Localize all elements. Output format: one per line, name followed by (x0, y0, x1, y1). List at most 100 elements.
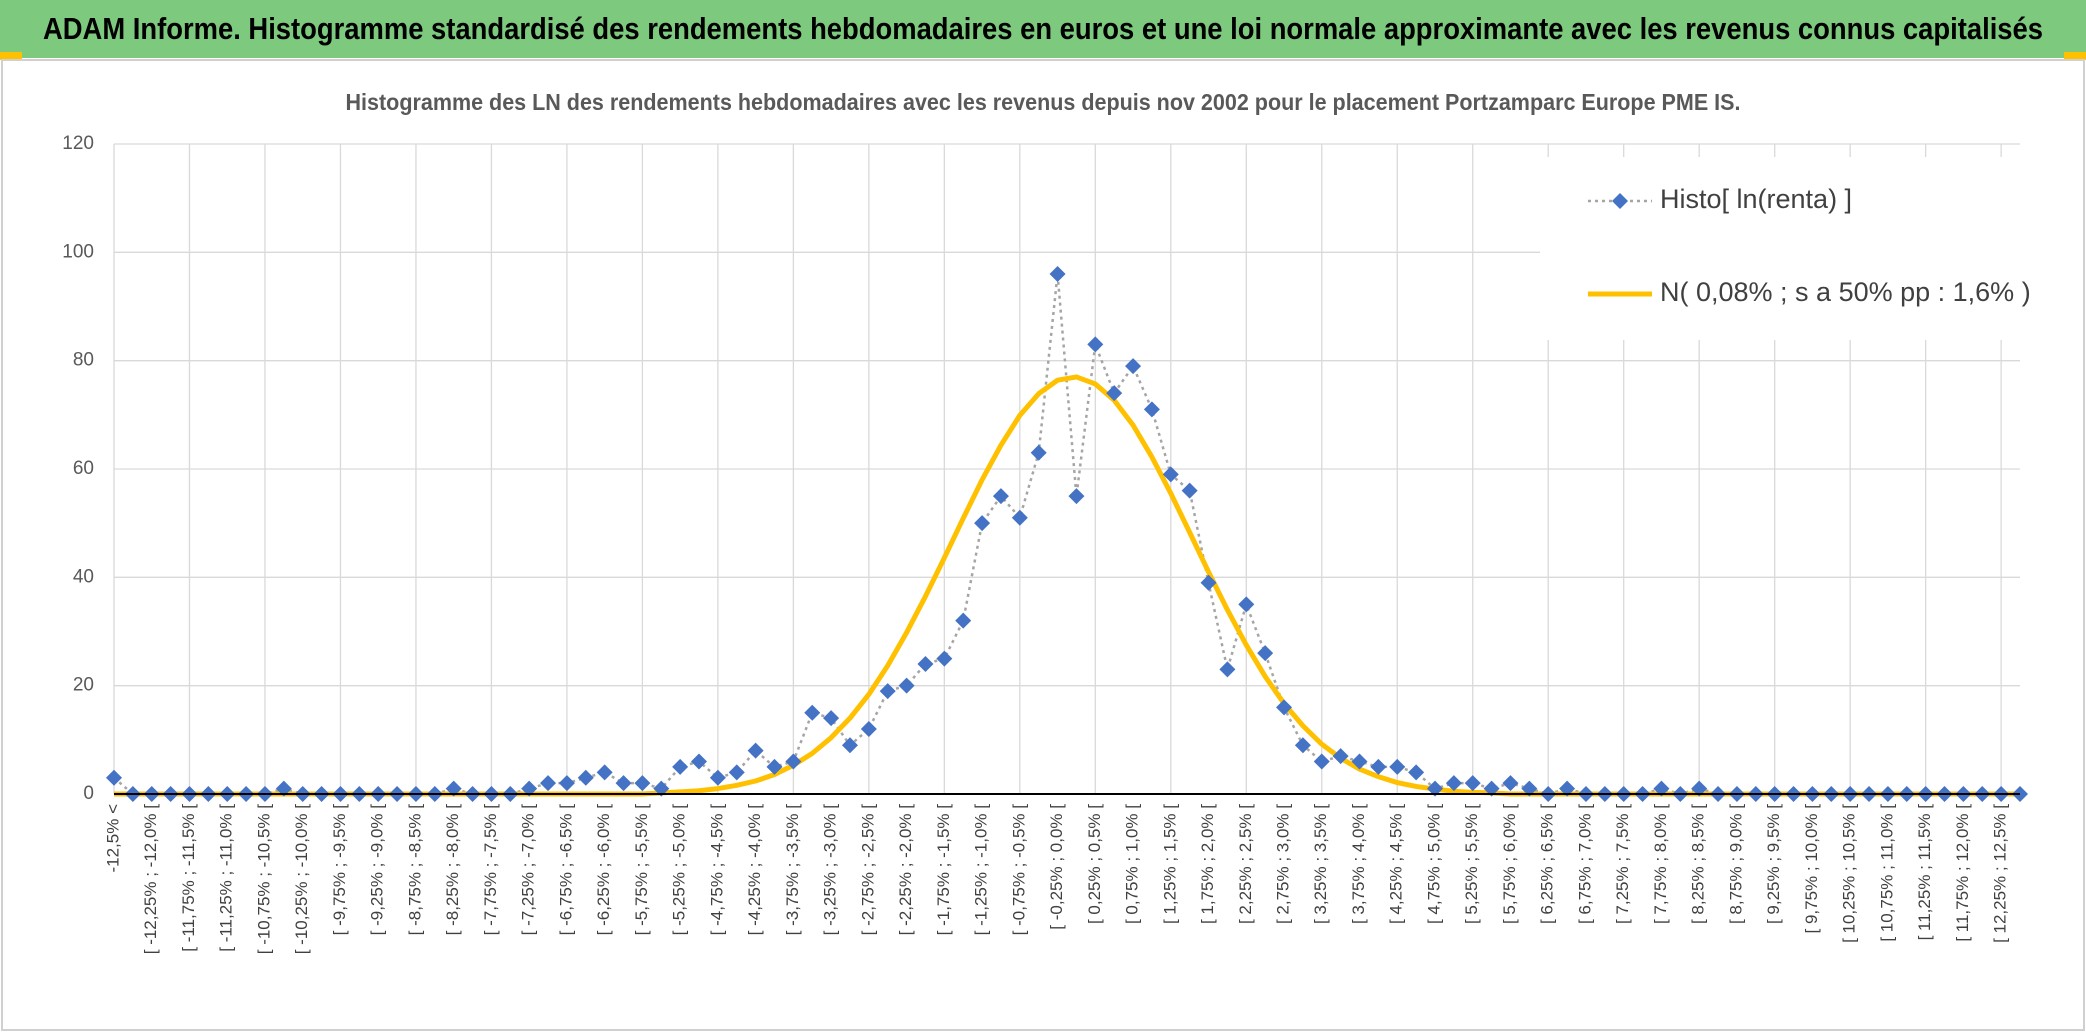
data-point (917, 656, 934, 672)
data-point (275, 780, 292, 797)
chart-subtitle: Histogramme des LN des rendements hebdom… (346, 89, 1741, 115)
data-point (992, 488, 1009, 505)
y-tick-label: 100 (62, 241, 94, 262)
legend-label: Histo[ ln(renta) ] (1660, 184, 1852, 214)
data-point (747, 742, 764, 759)
x-tick-label: [ -6,75% ; -6,5% [ (556, 804, 575, 936)
x-tick-label: [ -11,25% ; -11,0% [ (217, 804, 236, 952)
y-tick-label: 120 (62, 133, 94, 154)
x-tick-label: [ -1,25% ; -1,0% [ (972, 804, 991, 936)
corner (0, 52, 22, 60)
x-tick-label: [ 11,75% ; 12,0% [ (1953, 804, 1972, 942)
data-point (596, 764, 613, 781)
data-point (728, 764, 745, 781)
data-point (1030, 444, 1047, 461)
data-point (823, 710, 840, 727)
x-tick-label: [ 2,75% ; 3,0% [ (1274, 804, 1293, 924)
x-tick-label: [ 4,75% ; 5,0% [ (1424, 804, 1443, 924)
data-point (898, 677, 915, 694)
x-tick-label: [ -2,25% ; -2,0% [ (896, 804, 915, 936)
x-tick-label: [ 8,75% ; 9,0% [ (1726, 804, 1745, 924)
data-point (445, 780, 462, 797)
data-point (1068, 488, 1085, 505)
data-point (1011, 509, 1028, 526)
data-point (1143, 401, 1160, 418)
x-tick-label: [ 5,75% ; 6,0% [ (1500, 804, 1519, 924)
data-point (1200, 574, 1217, 591)
data-point (1559, 780, 1576, 797)
data-point (1691, 780, 1708, 797)
data-point (1521, 780, 1538, 797)
data-point (1351, 753, 1368, 770)
data-point (1087, 336, 1104, 353)
data-point (936, 650, 953, 667)
data-point (1276, 699, 1293, 716)
data-point (634, 775, 651, 792)
y-tick-label: 20 (73, 675, 94, 696)
x-tick-label: [ -10,75% ; -10,5% [ (254, 804, 273, 955)
x-tick-label: [ -9,25% ; -9,0% [ (368, 804, 387, 936)
data-point (1106, 385, 1123, 402)
x-tick-label: [ -3,25% ; -3,0% [ (821, 804, 840, 936)
x-tick-label: [ -8,75% ; -8,5% [ (405, 804, 424, 936)
data-point (974, 515, 991, 532)
x-tick-label: [ 3,75% ; 4,0% [ (1349, 804, 1368, 924)
x-tick-label: [ 2,25% ; 2,5% [ (1236, 804, 1255, 924)
x-tick-label: [ -0,25% ; 0,0% [ (1047, 804, 1066, 930)
x-tick-label: [ -11,75% ; -11,5% [ (179, 804, 198, 952)
data-point (1408, 764, 1425, 781)
data-point (804, 704, 821, 721)
x-tick-label: [ -2,75% ; -2,5% [ (858, 804, 877, 936)
data-point (766, 758, 783, 775)
x-tick-label: [ -0,75% ; -0,5% [ (1009, 804, 1028, 936)
data-point (1257, 645, 1274, 662)
corner (2064, 52, 2086, 60)
data-point (521, 780, 538, 797)
x-tick-label: [ 10,75% ; 11,0% [ (1877, 804, 1896, 942)
x-tick-label: [ 0,75% ; 1,0% [ (1123, 804, 1142, 924)
data-point (615, 775, 632, 792)
data-point (860, 721, 877, 737)
data-point (1653, 780, 1670, 797)
x-tick-label: [ -4,25% ; -4,0% [ (745, 804, 764, 936)
x-tick-label: [ 5,25% ; 5,5% [ (1462, 804, 1481, 924)
x-tick-label: [ -5,75% ; -5,5% [ (632, 804, 651, 936)
y-tick-label: 80 (73, 350, 94, 371)
data-point (1426, 780, 1443, 797)
x-tick-label: [ 9,25% ; 9,5% [ (1764, 804, 1783, 924)
data-point (1332, 748, 1349, 765)
x-tick-label: [ 7,25% ; 7,5% [ (1613, 804, 1632, 924)
data-point (1181, 482, 1198, 499)
data-point (540, 775, 557, 792)
data-point (879, 683, 896, 700)
x-tick-label: [ -5,25% ; -5,0% [ (670, 804, 689, 936)
y-tick-label: 40 (73, 566, 94, 587)
data-point (672, 758, 689, 775)
x-tick-label: [ 8,25% ; 8,5% [ (1689, 804, 1708, 924)
x-tick-label: [ 12,25% ; 12,5% [ (1991, 804, 2010, 943)
x-tick-label: [ 0,25% ; 0,5% [ (1085, 804, 1104, 924)
data-point (1162, 466, 1179, 483)
x-tick-label: [ -1,75% ; -1,5% [ (934, 804, 953, 936)
data-point (785, 753, 802, 770)
x-tick-label: [ 4,25% ; 4,5% [ (1387, 804, 1406, 924)
data-point (1483, 780, 1500, 797)
x-tick-label: [ -9,75% ; -9,5% [ (330, 804, 349, 936)
data-point (577, 769, 594, 786)
data-point (1313, 753, 1330, 770)
x-tick-label: [ -6,25% ; -6,0% [ (594, 804, 613, 936)
x-tick-label: [ -7,25% ; -7,0% [ (519, 804, 538, 936)
x-tick-label: [ 1,75% ; 2,0% [ (1198, 804, 1217, 924)
x-tick-label: [ -3,75% ; -3,5% [ (783, 804, 802, 936)
x-tick-label: [ -7,75% ; -7,5% [ (481, 804, 500, 936)
data-point (691, 753, 708, 770)
x-tick-label: [ 1,25% ; 1,5% [ (1160, 804, 1179, 924)
x-tick-label: [ 7,75% ; 8,0% [ (1651, 804, 1670, 924)
chart-title: ADAM Informe. Histogramme standardisé de… (43, 11, 2043, 46)
x-tick-label: [ 6,75% ; 7,0% [ (1575, 804, 1594, 924)
x-tick-label: [ 6,25% ; 6,5% [ (1538, 804, 1557, 924)
data-point (1125, 358, 1142, 375)
x-tick-label: [ -4,75% ; -4,5% [ (707, 804, 726, 936)
data-point (1445, 775, 1462, 792)
